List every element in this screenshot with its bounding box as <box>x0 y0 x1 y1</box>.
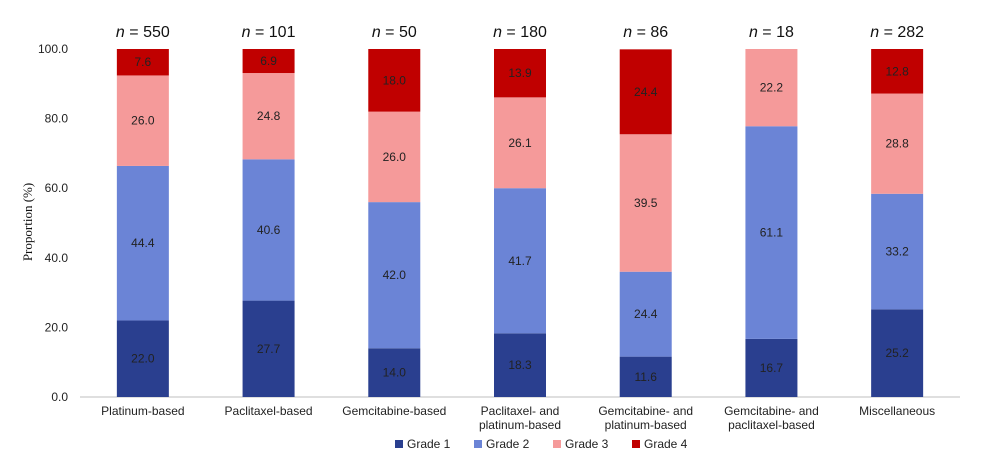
bar-segment <box>745 49 798 127</box>
bar-segment <box>745 338 798 397</box>
data-label: 41.7 <box>508 254 532 268</box>
legend-swatch <box>553 440 561 448</box>
bar-segment <box>368 111 421 203</box>
y-tick-label: 80.0 <box>45 112 69 126</box>
y-tick-label: 0.0 <box>51 390 68 404</box>
bar-segment <box>242 49 295 74</box>
bar-segment <box>242 159 295 301</box>
data-label: 44.4 <box>131 236 155 250</box>
legend-label: Grade 3 <box>565 437 609 451</box>
data-label: 13.9 <box>508 66 532 80</box>
data-label: 7.6 <box>135 55 152 69</box>
category-label: Gemcitabine-based <box>342 404 446 418</box>
data-label: 39.5 <box>634 196 658 210</box>
n-labels: n = 550 n = 101 n = 50 n = 180 n = 86 n = 18 n… <box>116 24 924 41</box>
data-label: 42.0 <box>383 268 407 282</box>
bar-segment <box>871 309 924 397</box>
data-label: 24.8 <box>257 109 281 123</box>
legend-label: Grade 4 <box>644 437 688 451</box>
data-label: 18.3 <box>508 358 532 372</box>
bar-segment <box>871 93 924 194</box>
bar-segment <box>871 193 924 310</box>
n-label: n = 550 <box>116 24 170 41</box>
bar-segment <box>368 202 421 349</box>
category-label: Miscellaneous <box>859 404 935 418</box>
bar-segment <box>745 126 798 339</box>
data-label: 24.4 <box>634 85 658 99</box>
category-label: Gemcitabine- and paclitaxel-based <box>724 404 819 432</box>
category-label: Platinum-based <box>101 404 184 418</box>
y-tick-label: 60.0 <box>45 181 69 195</box>
bars <box>116 49 924 397</box>
bar-segment <box>619 134 672 272</box>
data-label: 18.0 <box>383 73 407 87</box>
data-label: 22.2 <box>760 81 784 95</box>
n-label: n = 18 <box>749 24 794 41</box>
data-label: 26.1 <box>508 136 532 150</box>
y-tick-label: 40.0 <box>45 251 69 265</box>
data-label: 14.0 <box>383 366 407 380</box>
bar-segment <box>116 49 169 76</box>
data-label: 40.6 <box>257 223 281 237</box>
bar-segment <box>494 333 546 397</box>
data-label: 25.2 <box>885 346 909 360</box>
legend-swatch <box>632 440 640 448</box>
data-label: 33.2 <box>885 245 909 259</box>
data-label: 26.0 <box>131 114 155 128</box>
data-label: 27.7 <box>257 342 281 356</box>
data-label: 6.9 <box>260 54 277 68</box>
bar-segment <box>242 73 295 160</box>
bar-segment <box>619 271 672 357</box>
y-axis-label: Proportion (%) <box>20 183 35 261</box>
legend-label: Grade 2 <box>486 437 530 451</box>
bar-segment <box>619 356 672 397</box>
bar-segment <box>368 49 421 112</box>
data-label: 26.0 <box>383 150 407 164</box>
bar-segment <box>871 49 924 94</box>
n-label: n = 282 <box>870 24 924 41</box>
n-label: n = 86 <box>623 24 668 41</box>
legend-swatch <box>474 440 482 448</box>
data-label: 24.4 <box>634 307 658 321</box>
bar-segment <box>494 97 546 189</box>
legend-label: Grade 1 <box>407 437 451 451</box>
n-label: n = 180 <box>493 24 547 41</box>
y-tick-label: 20.0 <box>45 320 69 334</box>
legend: Grade 1 Grade 2 Grade 3 Grade 4 <box>395 437 688 451</box>
legend-swatch <box>395 440 403 448</box>
category-labels: Platinum-based Paclitaxel-based Gemcitabin… <box>101 404 935 432</box>
data-label: 11.6 <box>634 370 657 384</box>
bar-segment <box>494 49 546 98</box>
category-label: Paclitaxel-based <box>225 404 313 418</box>
category-label: Paclitaxel- and platinum-based <box>479 404 561 432</box>
bar-segment <box>494 188 546 334</box>
bar-segment <box>116 75 169 166</box>
data-label: 28.8 <box>885 137 909 151</box>
y-tick-label: 100.0 <box>38 42 68 56</box>
bar-segment <box>619 49 672 135</box>
category-label: Gemcitabine- and platinum-based <box>598 404 693 432</box>
data-label: 22.0 <box>131 352 155 366</box>
n-label: n = 101 <box>242 24 296 41</box>
bar-segment <box>116 165 169 321</box>
data-label: 16.7 <box>760 361 784 375</box>
data-label: 61.1 <box>760 226 784 240</box>
value-labels: 22.0 44.4 26.0 7.6 27.7 40.6 24.8 6.9 14.0 42.0 26… <box>131 54 909 384</box>
bar-segment <box>116 320 169 397</box>
bar-segment <box>368 348 421 397</box>
data-label: 12.8 <box>885 64 909 78</box>
bar-segment <box>242 300 295 397</box>
n-label: n = 50 <box>372 24 417 41</box>
